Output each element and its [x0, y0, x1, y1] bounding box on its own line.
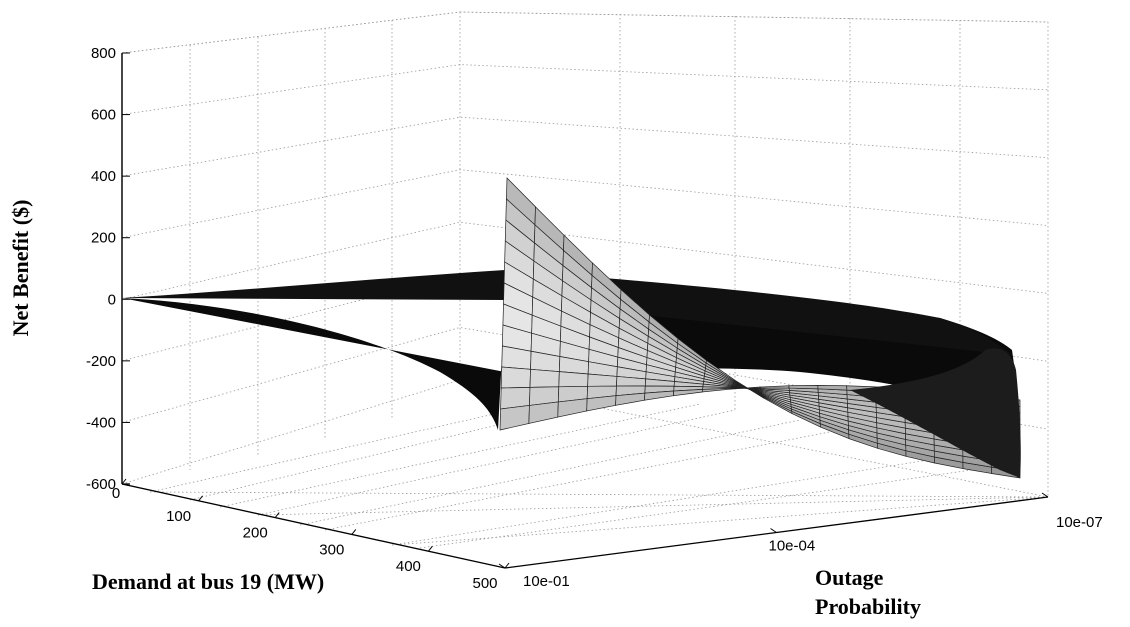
- surface-cell-3-9: [587, 373, 618, 387]
- y-axis-title-line1: Outage: [815, 565, 884, 590]
- x-tick-mark-4: [428, 545, 433, 552]
- surface-cell-0-11: [499, 405, 530, 431]
- x-tick-label-3: 300: [319, 541, 344, 558]
- z-gridline-7: [121, 379, 1049, 498]
- floor-line-7: [299, 419, 801, 526]
- y-axis-title-line2: Probability: [815, 594, 921, 619]
- z-tick-labels: 800 600 400 200 0 -200 -400 -600: [86, 45, 130, 493]
- y-tick-label-2: 10e-07: [1056, 514, 1103, 531]
- floor-line-3: [324, 427, 851, 531]
- surface-cell-9-11: [759, 385, 790, 389]
- x-tick-mark-0: [121, 478, 127, 485]
- y-tick-mark-2: [1041, 492, 1049, 498]
- surface-dark-tail: [850, 348, 1021, 478]
- floor-line-6: [219, 403, 701, 508]
- z-axis-title: Net Benefit ($): [8, 200, 33, 337]
- z-tick-label-1: 600: [91, 107, 116, 124]
- z-tick-label-7: -600: [86, 476, 116, 493]
- surface-cell-0-9: [500, 366, 531, 389]
- surface-cell-2-11: [557, 398, 588, 418]
- surface-cell-3-11: [586, 395, 617, 412]
- y-tick-label-1: 10e-04: [769, 538, 816, 555]
- z-tick-label-0: 800: [91, 45, 116, 62]
- floor-cross-1: [149, 491, 1049, 498]
- surface-cell-1-11: [528, 401, 559, 424]
- z-gridline-2: [121, 116, 1049, 177]
- surface-cell-2-9: [558, 371, 589, 388]
- floor-cross-3: [391, 496, 1049, 546]
- x-tick-label-0: 0: [112, 485, 120, 502]
- x-tick-mark-1: [198, 495, 203, 502]
- floor-line-4: [391, 454, 961, 546]
- net-benefit-surface: [122, 177, 1021, 479]
- z-tick-label-6: -400: [86, 414, 116, 431]
- surface-cell-1-9: [529, 368, 560, 388]
- floor-line-8: [419, 465, 1001, 549]
- x-axis-title: Demand at bus 19 (MW): [92, 569, 324, 594]
- z-gridline-0: [121, 11, 1049, 54]
- x-tick-label-1: 100: [166, 508, 191, 525]
- x-tick-labels: 0 100 200 300 400 500: [112, 478, 510, 592]
- x-tick-label-5: 500: [472, 575, 497, 592]
- y-tick-mark-0: [498, 563, 506, 569]
- z-gridline-1: [121, 64, 1049, 115]
- z-tick-label-4: 0: [108, 291, 116, 308]
- x-axis-line: [121, 483, 506, 569]
- surface-cell-10-11: [788, 385, 819, 390]
- z-tick-label-2: 400: [91, 168, 116, 185]
- x-tick-mark-5: [504, 562, 510, 569]
- y-tick-label-0: 10e-01: [523, 573, 570, 590]
- y-tick-mark-1: [770, 528, 777, 533]
- z-tick-label-3: 200: [91, 230, 116, 247]
- z-gridline-3: [121, 169, 1049, 239]
- x-tick-mark-3: [351, 529, 357, 535]
- z-tick-label-5: -200: [86, 353, 116, 370]
- surface-cell-7-11: [701, 387, 732, 393]
- x-tick-label-4: 400: [396, 558, 421, 575]
- x-tick-label-2: 200: [243, 525, 268, 542]
- surface-dark-sheet-back: [122, 270, 1012, 355]
- x-tick-mark-2: [274, 512, 280, 518]
- y-tick-labels: 10e-01 10e-04 10e-07: [498, 492, 1103, 590]
- floor-line-2: [257, 409, 736, 516]
